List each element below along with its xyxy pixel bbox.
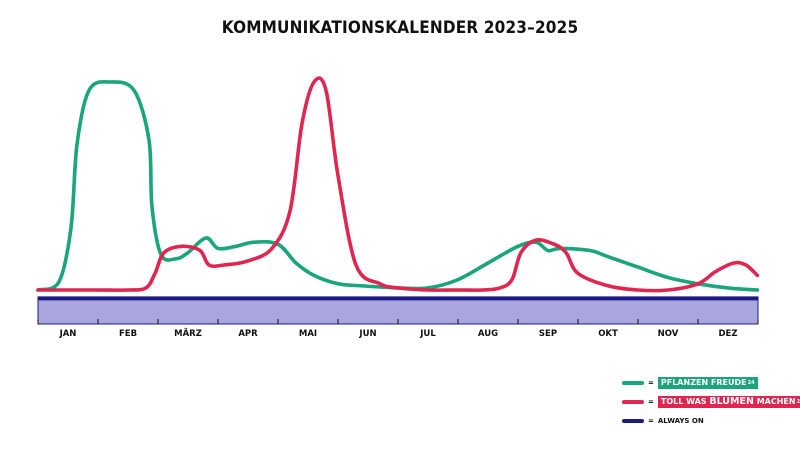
legend-badge-pflanzen-freude: PFLANZEN FREUDE24 — [657, 377, 758, 389]
month-label: JAN — [59, 329, 77, 339]
month-label: APR — [238, 329, 258, 339]
series-line-pflanzen-freude — [36, 80, 760, 292]
month-label: FEB — [119, 329, 137, 339]
month-label: MÄRZ — [174, 328, 202, 339]
month-label: DEZ — [718, 329, 737, 339]
legend-label: PFLANZEN FREUDE — [660, 378, 747, 387]
month-label: AUG — [478, 329, 498, 339]
legend-label-part: MACHEN — [753, 397, 796, 406]
month-label: MAI — [299, 329, 317, 339]
legend-item-always-on: = ALWAYS ON — [622, 414, 800, 428]
legend-label-always-on: ALWAYS ON — [657, 417, 704, 425]
legend-superscript: 24 — [747, 380, 755, 386]
month-label: NOV — [658, 329, 679, 339]
legend-badge-toll-was-blumen-machen: TOLL WAS BLUMEN MACHEN24 — [657, 396, 800, 408]
legend-equals: = — [648, 417, 654, 425]
legend-item-toll-was-blumen-machen: = TOLL WAS BLUMEN MACHEN24 — [622, 395, 800, 409]
month-label: JUN — [358, 329, 376, 339]
legend-swatch-red — [622, 400, 644, 404]
legend-item-pflanzen-freude: = PFLANZEN FREUDE24 — [622, 376, 800, 390]
legend-equals: = — [648, 379, 654, 387]
legend-superscript: 24 — [796, 399, 800, 405]
legend: = PFLANZEN FREUDE24 = TOLL WAS BLUMEN MA… — [622, 376, 800, 433]
legend-swatch-green — [622, 381, 644, 385]
series-line-toll-was-blumen-machen — [36, 76, 760, 293]
month-label: SEP — [539, 329, 557, 339]
legend-label-part: TOLL WAS — [660, 397, 710, 406]
legend-label-emphasis: BLUMEN — [709, 396, 754, 407]
month-label: OKT — [598, 329, 618, 339]
legend-equals: = — [648, 398, 654, 406]
month-label: JUL — [419, 329, 436, 339]
legend-swatch-navy — [622, 419, 644, 423]
chart-title: KOMMUNIKATIONSKALENDER 2023–2025 — [221, 18, 579, 38]
